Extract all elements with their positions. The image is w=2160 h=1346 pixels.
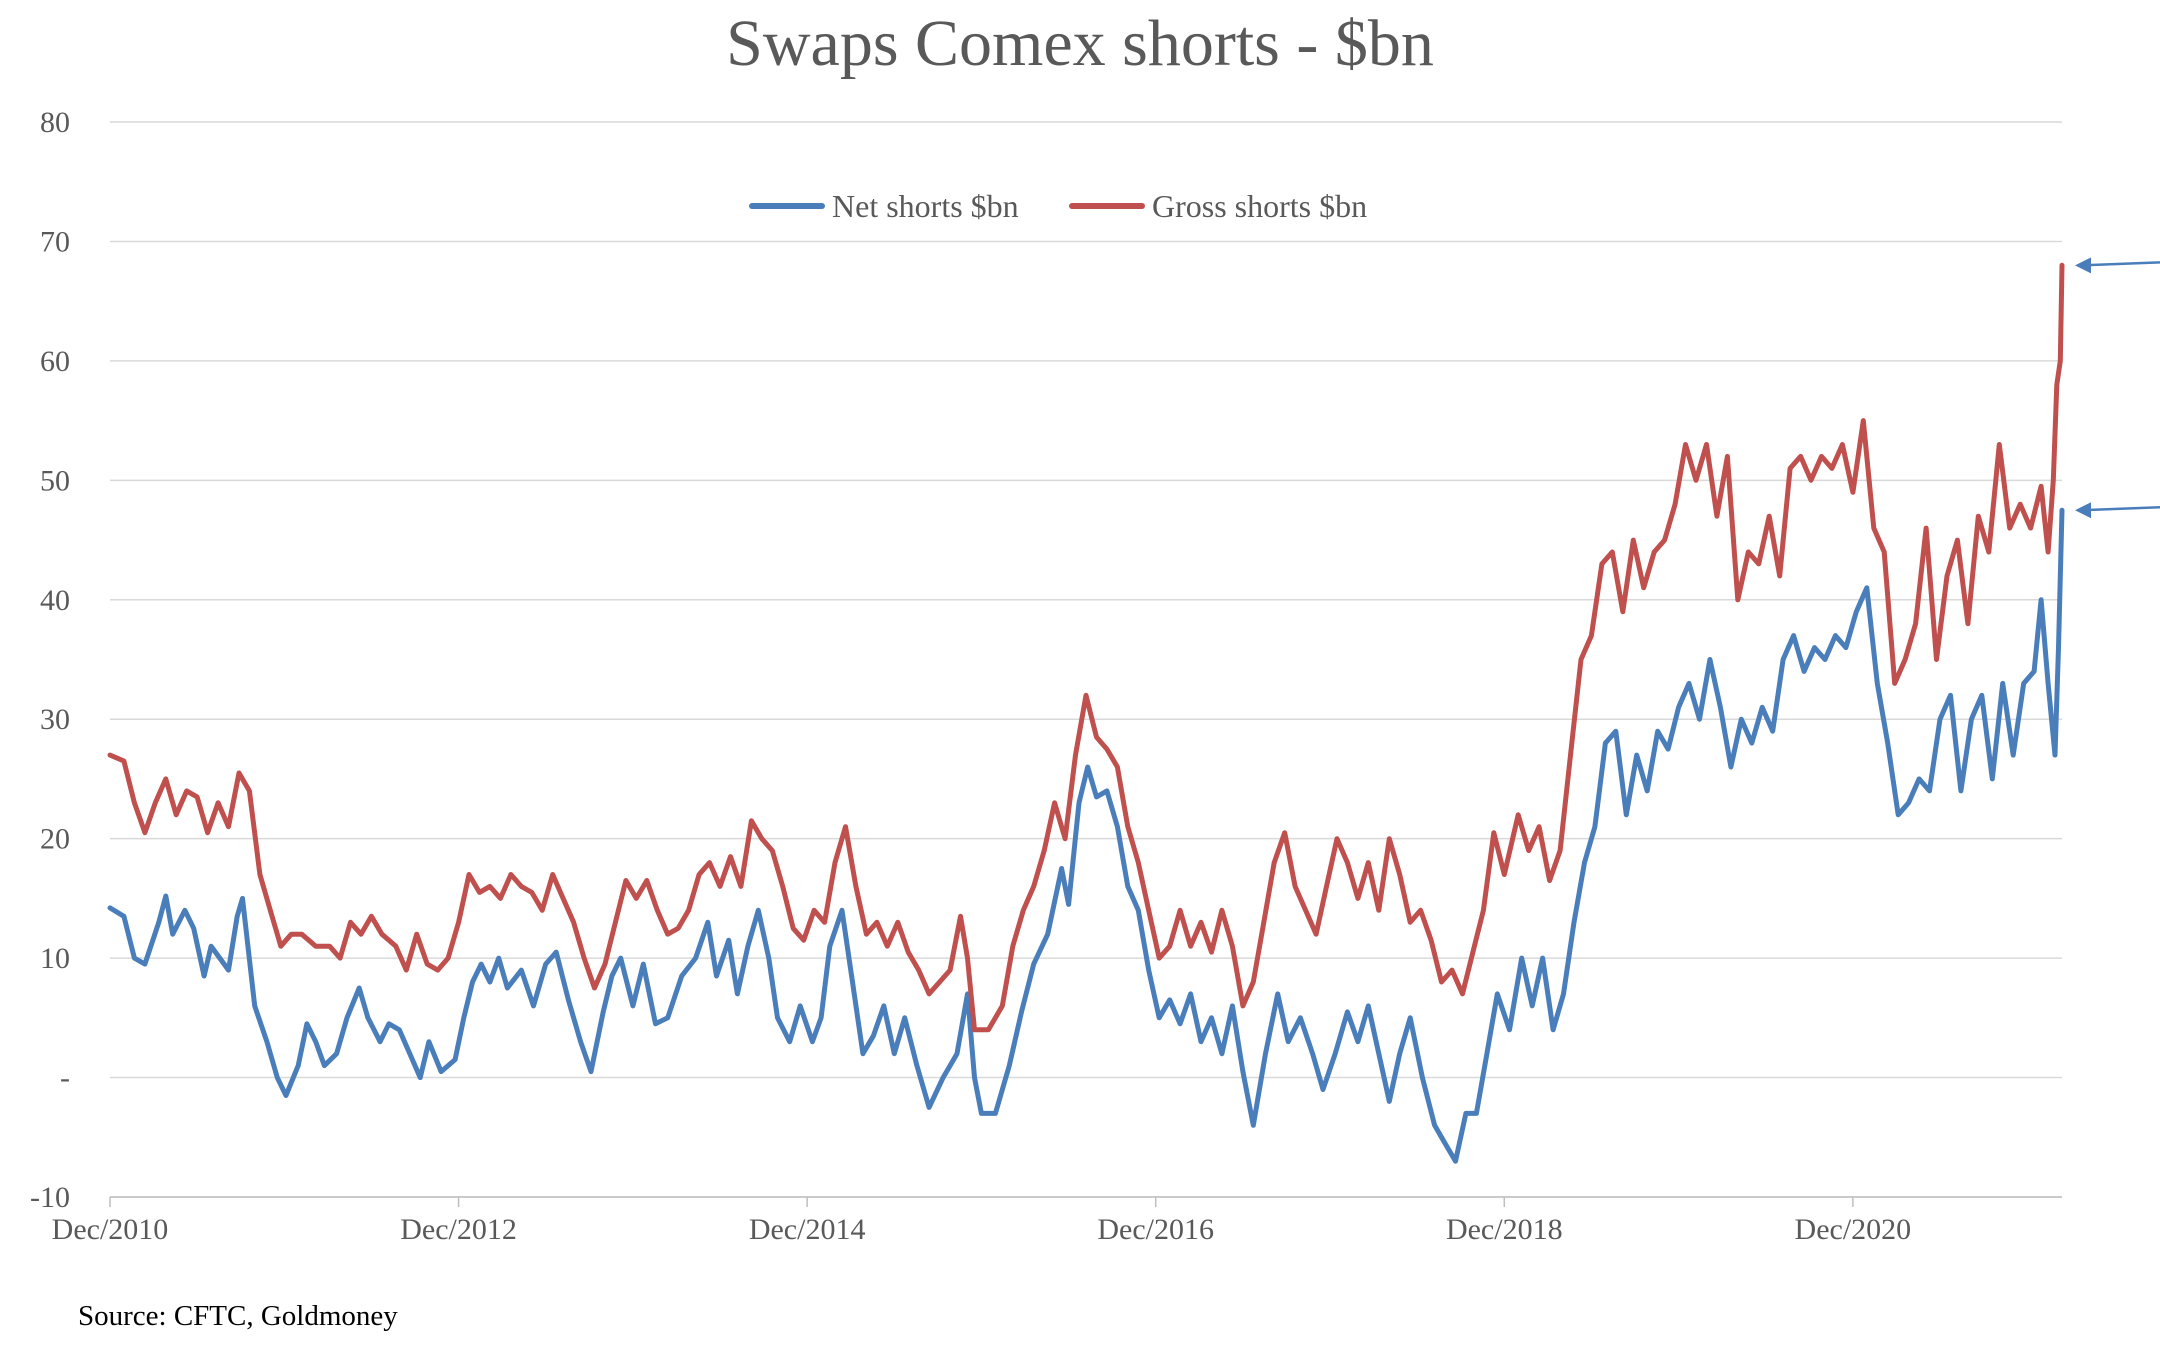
source-note: Source: CFTC, Goldmoney xyxy=(78,1300,398,1332)
x-tick-label: Dec/2010 xyxy=(52,1213,169,1246)
x-tick-label: Dec/2014 xyxy=(749,1213,866,1246)
series-line-gross-shorts-bn xyxy=(107,262,2065,1033)
arrow-head xyxy=(2075,257,2091,274)
y-tick-label: 10 xyxy=(40,942,70,975)
x-tick-label: Dec/2020 xyxy=(1795,1213,1912,1246)
legend: Net shorts $bn Gross shorts $bn xyxy=(749,188,1367,224)
x-tick-label: Dec/2012 xyxy=(400,1213,517,1246)
legend-label: Gross shorts $bn xyxy=(1152,188,1367,224)
y-tick-label: - xyxy=(60,1062,70,1095)
arrow-shaft xyxy=(2080,261,2160,267)
y-tick-label: 80 xyxy=(40,106,70,139)
arrow-head xyxy=(2075,502,2091,519)
y-tick-label: -10 xyxy=(30,1181,70,1214)
series-lines xyxy=(107,262,2065,1164)
y-tick-label: 30 xyxy=(40,703,70,736)
x-tick-label: Dec/2018 xyxy=(1446,1213,1563,1246)
y-tick-label: 60 xyxy=(40,345,70,378)
legend-label: Net shorts $bn xyxy=(832,188,1019,224)
series-line-net-shorts-bn xyxy=(107,507,2065,1164)
x-tick-label: Dec/2016 xyxy=(1097,1213,1214,1246)
y-tick-label: 40 xyxy=(40,584,70,617)
arrow-shaft xyxy=(2080,505,2160,512)
chart-title: Swaps Comex shorts - $bn xyxy=(726,7,1434,80)
y-tick-label: 50 xyxy=(40,464,70,497)
y-tick-label: 20 xyxy=(40,823,70,856)
y-tick-label: 70 xyxy=(40,225,70,258)
annotations xyxy=(2075,257,2160,519)
